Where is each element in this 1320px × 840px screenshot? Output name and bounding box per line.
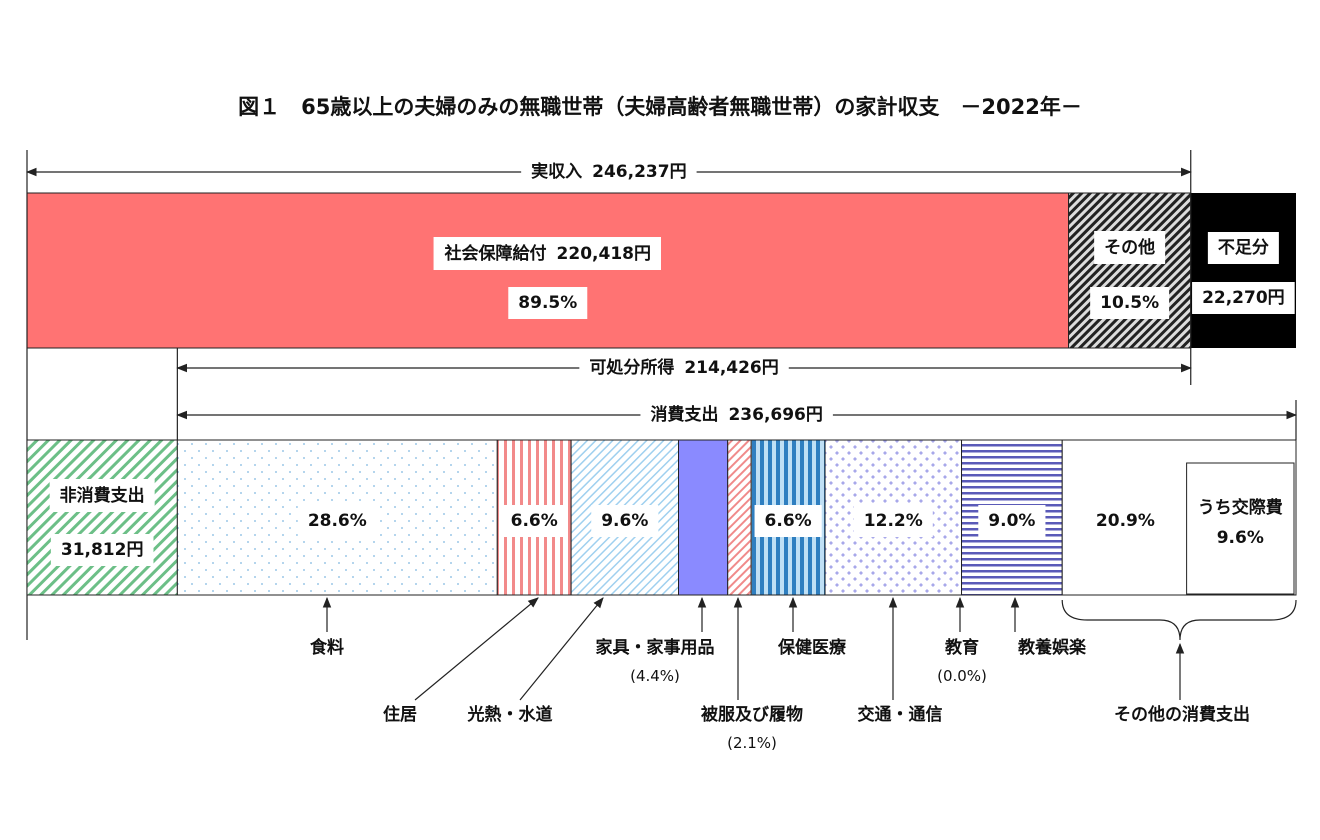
- label: 9.6%: [601, 511, 648, 531]
- connector: [414, 597, 539, 701]
- label: 28.6%: [308, 511, 367, 531]
- label-part: 28.6%: [308, 511, 367, 531]
- label: 消費支出 236,696円: [650, 404, 822, 425]
- label-part: 非消費支出: [60, 485, 145, 506]
- label: 6.6%: [765, 511, 812, 531]
- income-segment: [26, 192, 1070, 349]
- label-box: [50, 534, 154, 566]
- label-box: [754, 505, 822, 537]
- label-part: 246,237円: [592, 162, 686, 182]
- label-box: [297, 505, 377, 537]
- label-part: その他: [1104, 237, 1155, 258]
- label: (0.0%): [937, 667, 987, 685]
- label-box: [978, 505, 1046, 537]
- brace: [1061, 599, 1297, 641]
- label: 不足分: [1218, 238, 1269, 258]
- label-part: (0.0%): [937, 667, 987, 685]
- label: 89.5%: [518, 293, 577, 313]
- label-box: [1090, 287, 1170, 319]
- label-box: [521, 155, 697, 188]
- category-label: 交通・通信: [858, 704, 943, 725]
- label-part: 不足分: [1218, 238, 1269, 258]
- label-part: 9.0%: [988, 511, 1035, 531]
- label-part: 10.5%: [1100, 293, 1159, 313]
- label-part: (2.1%): [727, 734, 777, 752]
- label: 10.5%: [1100, 293, 1159, 313]
- consumption-segment: [727, 439, 752, 596]
- consumption-segment: [678, 439, 729, 596]
- label-part: 214,426円: [684, 358, 778, 378]
- label: 実収入 246,237円: [531, 161, 686, 182]
- label: 12.2%: [864, 511, 923, 531]
- label: 非消費支出: [60, 485, 145, 506]
- label-part: 89.5%: [518, 293, 577, 313]
- label-part: 22,270円: [1202, 288, 1285, 308]
- category-label: 教育: [944, 637, 979, 658]
- deficit-segment: [1190, 193, 1296, 348]
- label-box: [853, 505, 933, 537]
- label-part: 236,696円: [728, 405, 822, 425]
- label-box: [1192, 282, 1295, 314]
- label: 20.9%: [1096, 511, 1155, 531]
- label-part: 社会保障給付: [444, 243, 547, 264]
- label-box: [1094, 231, 1166, 264]
- category-label: 住居: [383, 704, 417, 725]
- label: (2.1%): [727, 734, 777, 752]
- label-box: [500, 505, 568, 537]
- category-label: 家具・家事用品: [596, 637, 715, 658]
- label-part: 220,418円: [557, 244, 651, 264]
- label-part: 31,812円: [61, 540, 144, 560]
- label: 社会保障給付 220,418円: [444, 243, 651, 264]
- label: その他: [1104, 237, 1155, 258]
- income-segment: [1068, 192, 1192, 349]
- connector: [519, 597, 604, 701]
- label: 22,270円: [1202, 288, 1285, 308]
- label-part: (4.4%): [630, 667, 680, 685]
- label: (4.4%): [630, 667, 680, 685]
- label: 6.6%: [511, 511, 558, 531]
- label-box: [579, 351, 789, 384]
- label-box: [433, 237, 661, 270]
- label-box: [49, 479, 155, 512]
- label: 9.0%: [988, 511, 1035, 531]
- label: 31,812円: [61, 540, 144, 560]
- sub-label: うち交際費: [1198, 497, 1283, 518]
- label-box: [508, 287, 588, 319]
- label-part: 6.6%: [765, 511, 812, 531]
- label-box: [1207, 232, 1279, 264]
- label-part: 消費支出: [650, 404, 718, 425]
- label: 可処分所得 214,426円: [589, 357, 778, 378]
- category-label: その他の消費支出: [1114, 704, 1250, 725]
- label-part: 実収入: [531, 161, 582, 182]
- label-part: 20.9%: [1096, 511, 1155, 531]
- label-part: 6.6%: [511, 511, 558, 531]
- label-part: 9.6%: [601, 511, 648, 531]
- non-consumption-segment: [26, 439, 178, 596]
- label-part: 12.2%: [864, 511, 923, 531]
- sub-share: 9.6%: [1217, 528, 1264, 548]
- label-box: [640, 398, 833, 431]
- label-box: [591, 505, 659, 537]
- chart-title: 図１ 65歳以上の夫婦のみの無職世帯（夫婦高齢者無職世帯）の家計収支 －2022…: [238, 95, 1082, 119]
- label-part: 可処分所得: [589, 357, 674, 378]
- category-label: 保健医療: [777, 637, 847, 658]
- category-label: 教養娯楽: [1017, 637, 1087, 658]
- sub-segment: [1186, 462, 1295, 595]
- category-label: 食料: [310, 637, 344, 658]
- category-label: 被服及び履物: [701, 704, 803, 725]
- category-label: 光熱・水道: [467, 704, 553, 725]
